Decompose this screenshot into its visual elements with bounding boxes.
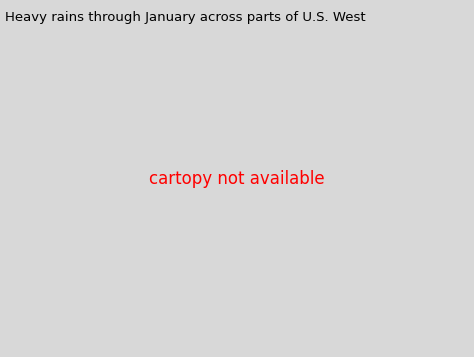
Text: Heavy rains through January across parts of U.S. West: Heavy rains through January across parts…	[5, 11, 365, 24]
Text: cartopy not available: cartopy not available	[149, 170, 325, 187]
